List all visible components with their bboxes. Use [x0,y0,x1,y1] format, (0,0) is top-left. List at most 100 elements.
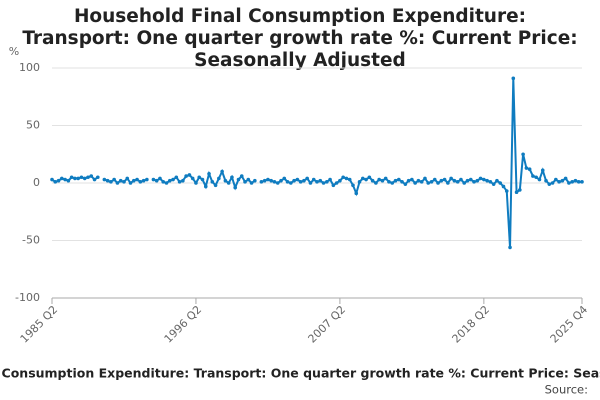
y-axis-label: % [9,45,19,58]
data-point [112,177,116,182]
data-point [275,181,280,185]
data-point [289,181,293,185]
data-point [246,177,251,182]
data-point [334,181,339,185]
data-point [361,176,365,181]
data-point [531,174,535,178]
data-point [338,178,342,183]
data-point [472,180,476,184]
data-point [82,176,87,181]
data-point [118,178,123,183]
x-tick-label: 1985 Q2 [18,303,61,346]
data-point [73,176,77,181]
data-point [253,178,257,183]
data-point [279,178,283,183]
data-point [194,181,198,185]
data-point [239,174,244,178]
data-point [485,178,489,183]
data-point [344,176,349,181]
data-point [292,178,296,183]
data-point [567,181,571,185]
data-point [563,176,568,181]
data-point [501,184,506,189]
data-point [410,177,414,182]
data-point [259,180,264,184]
data-point [190,176,195,181]
data-point [145,177,149,182]
data-point [491,182,496,186]
x-tick-label: 2007 Q2 [306,303,349,346]
data-point [249,181,254,185]
data-point [109,180,113,184]
data-point [230,175,234,180]
data-point [429,180,434,184]
data-point [285,180,290,184]
data-point [105,178,110,183]
data-point [236,177,241,182]
data-point [370,178,375,183]
data-point [436,181,440,185]
data-point [96,175,100,180]
data-point [311,177,316,182]
data-point [69,175,74,180]
data-point [576,180,581,184]
data-point [341,175,345,180]
data-point [377,177,381,182]
data-point [53,180,58,184]
data-point [217,176,221,181]
data-point [262,178,267,183]
data-point [508,245,512,250]
chart-title: Household Final Consumption Expenditure:… [22,6,578,71]
data-point [272,180,277,184]
data-point [207,172,211,176]
data-point [403,182,408,186]
data-point [442,177,447,182]
data-point [380,178,385,183]
data-point [455,180,460,184]
data-point [197,175,202,180]
data-point [213,183,218,188]
data-point [393,178,398,183]
y-tick-label: -50 [22,234,40,247]
data-point [498,181,503,185]
data-point [439,178,444,183]
data-point [138,180,143,184]
data-point [86,175,90,180]
data-point [406,178,411,183]
data-point [374,181,378,185]
data-point [328,177,332,182]
data-point [282,176,287,181]
data-point [76,176,80,181]
data-point [387,180,391,184]
data-point [449,176,453,181]
data-point [308,181,313,185]
data-point [351,183,355,188]
data-point [514,190,519,194]
data-point [131,178,136,183]
data-point [223,178,228,183]
data-point [210,180,215,184]
data-point [550,181,555,185]
data-point [203,184,208,189]
data-point [446,181,450,185]
data-point [266,177,270,182]
x-tick-label: 2025 Q4 [548,303,591,346]
data-point [462,181,467,185]
data-point [220,169,224,174]
data-point [396,177,401,182]
data-point [50,177,54,182]
data-point [305,176,309,181]
data-point [465,178,470,183]
data-point [187,173,192,177]
data-point [158,176,162,181]
y-tick-label: 100 [19,61,40,74]
data-point [419,180,424,184]
data-point [426,181,431,185]
data-point [511,76,516,81]
data-point [200,177,205,182]
footer-title: Household Final Consumption Expenditure:… [0,366,600,381]
data-point [432,177,437,182]
data-point [125,176,130,181]
data-point [540,168,545,173]
